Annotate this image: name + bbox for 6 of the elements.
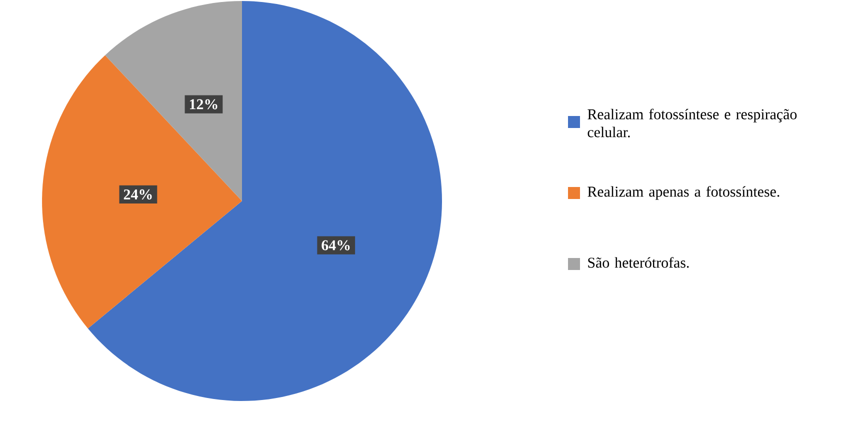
- data-label: 12%: [190, 99, 218, 110]
- legend-label: Realizam apenas a fotossíntese.: [588, 186, 780, 200]
- legend-label: São heterótrofas.: [588, 257, 689, 268]
- data-label: 64%: [322, 240, 350, 250]
- legend-label: Realizam fotossíntese e respiração celular.: [588, 108, 797, 138]
- data-label: 24%: [124, 189, 152, 200]
